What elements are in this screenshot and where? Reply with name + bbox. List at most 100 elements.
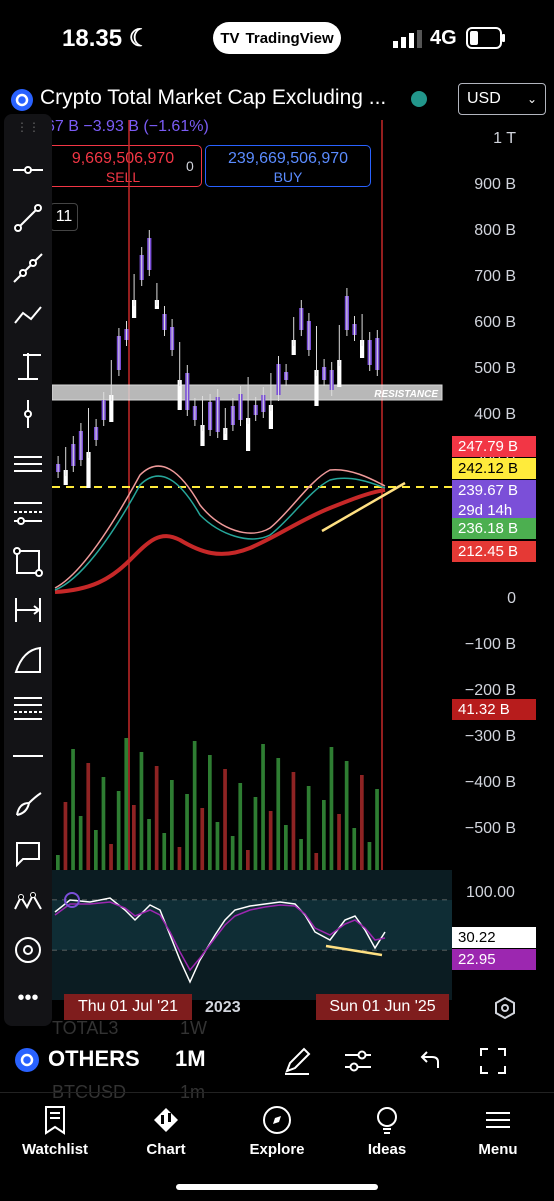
trend-line-icon[interactable] (8, 198, 48, 238)
volume-bar (139, 752, 144, 870)
volume-bar (276, 758, 281, 870)
fib-levels-icon[interactable] (8, 688, 48, 728)
currency-select[interactable]: USD ⌄ (458, 83, 546, 115)
candle (337, 360, 342, 387)
toolbar-drag-handle[interactable]: ⋮⋮ (16, 120, 40, 134)
vertical-line-icon[interactable] (8, 394, 48, 434)
chart-settings-icon[interactable] (494, 997, 516, 1019)
chart-tab-icon (154, 1108, 178, 1132)
volume-bar (352, 828, 357, 870)
volume-bar (192, 741, 197, 870)
date-range-icon[interactable] (8, 590, 48, 630)
ghost-interval-1: 1W (180, 1018, 207, 1038)
fullscreen-icon[interactable] (478, 1046, 508, 1076)
tab-chart[interactable]: Chart (121, 1105, 211, 1158)
volume-bar (268, 811, 273, 870)
price-axis-label: −200 B (464, 682, 516, 699)
price-tag: 247.79 B (452, 436, 536, 457)
ma-red (54, 488, 386, 594)
rsi-marker (64, 892, 80, 908)
indicators-icon[interactable] (343, 1046, 373, 1076)
more-tools-icon[interactable]: ••• (17, 986, 39, 1009)
app-pill[interactable]: TV TradingView (213, 22, 341, 54)
price-axis-label: −100 B (464, 636, 516, 653)
horizontal-ray-icon[interactable] (8, 150, 48, 190)
price-tag: 242.12 B (452, 458, 536, 479)
market-status-icon (411, 91, 427, 107)
magnet-icon[interactable] (8, 930, 48, 970)
volume-bar (215, 822, 220, 870)
symbol-button[interactable]: OTHERS (48, 1046, 140, 1071)
volume-bar (344, 761, 349, 870)
chevron-down-icon: ⌄ (526, 92, 537, 106)
candle (360, 340, 365, 358)
candle (291, 340, 296, 355)
price-axis-label: 900 B (474, 176, 516, 193)
extended-line-icon[interactable] (8, 248, 48, 288)
candle (200, 425, 205, 446)
tab-menu[interactable]: Menu (453, 1105, 543, 1158)
lightbulb-icon (377, 1107, 397, 1134)
x-axis-label-2023: 2023 (205, 999, 241, 1016)
rsi-signal-line (54, 901, 386, 972)
volume-bar (200, 808, 205, 870)
fib-retracement-icon[interactable] (8, 492, 48, 532)
candle (63, 470, 68, 485)
buy-button[interactable]: 239,669,506,970 BUY (205, 145, 371, 187)
tab-watchlist[interactable]: Watchlist (10, 1105, 100, 1158)
spread-value: 0 (186, 158, 194, 174)
tab-ideas[interactable]: Ideas (342, 1105, 432, 1158)
price-axis-label: −500 B (464, 820, 516, 837)
rsi-divergence-line[interactable] (325, 944, 383, 957)
volume-bar (329, 747, 334, 870)
date-tag-left: Thu 01 Jul '21 (64, 994, 192, 1020)
battery-icon (466, 27, 505, 49)
volume-bar (162, 833, 167, 870)
price-axis-label: −400 B (464, 774, 516, 791)
signal-icon (393, 30, 422, 48)
volume-bar (86, 763, 91, 870)
vertical-ray-icon[interactable] (8, 346, 48, 386)
candle (109, 395, 114, 422)
volume-bar (116, 791, 121, 870)
volume-bar (63, 802, 68, 870)
moon-icon: ☾ (128, 25, 151, 52)
parallel-channel-icon[interactable] (8, 444, 48, 484)
pattern-icon[interactable] (8, 882, 48, 922)
symbol-logo-icon (11, 89, 33, 111)
arc-icon[interactable] (8, 640, 48, 680)
rectangle-icon[interactable] (8, 542, 48, 582)
undo-icon[interactable] (418, 1048, 444, 1074)
tab-explore[interactable]: Explore (232, 1105, 322, 1158)
volume-bar (261, 744, 265, 870)
ghost-symbol-1: TOTAL3 (52, 1018, 119, 1038)
support-trendline[interactable] (321, 481, 406, 533)
drawing-toolbar: ⋮⋮ ••• (4, 114, 52, 1026)
volume-bar (147, 819, 151, 870)
ma-pink (54, 465, 386, 589)
volume-bar (314, 853, 319, 870)
price-tag: 239.67 B (452, 480, 536, 501)
volume-bar (375, 789, 379, 870)
volume-bar (284, 825, 288, 870)
rsi-level-100: 100.00 (466, 884, 515, 901)
ma-green (54, 475, 386, 591)
volume-bar (132, 805, 136, 870)
symbol-title[interactable]: Crypto Total Market Cap Excluding ... (40, 86, 387, 109)
volume-bar (56, 855, 60, 870)
pen-icon[interactable] (282, 1046, 312, 1076)
status-bar: 18.35 ☾ TV TradingView 4G (0, 0, 554, 76)
horizontal-line-icon[interactable] (8, 736, 48, 776)
volume-bar (223, 769, 227, 870)
path-icon[interactable] (8, 296, 48, 336)
chart-canvas[interactable]: RESISTANCE (0, 120, 554, 1020)
resistance-zone[interactable] (51, 384, 443, 401)
callout-icon[interactable] (8, 834, 48, 874)
volume-bar (71, 749, 75, 870)
interval-button[interactable]: 1M (175, 1046, 206, 1071)
home-indicator (176, 1184, 378, 1190)
volume-bar (337, 814, 341, 870)
candle (177, 380, 182, 410)
brush-icon[interactable] (8, 784, 48, 824)
volume-bar (253, 797, 258, 870)
